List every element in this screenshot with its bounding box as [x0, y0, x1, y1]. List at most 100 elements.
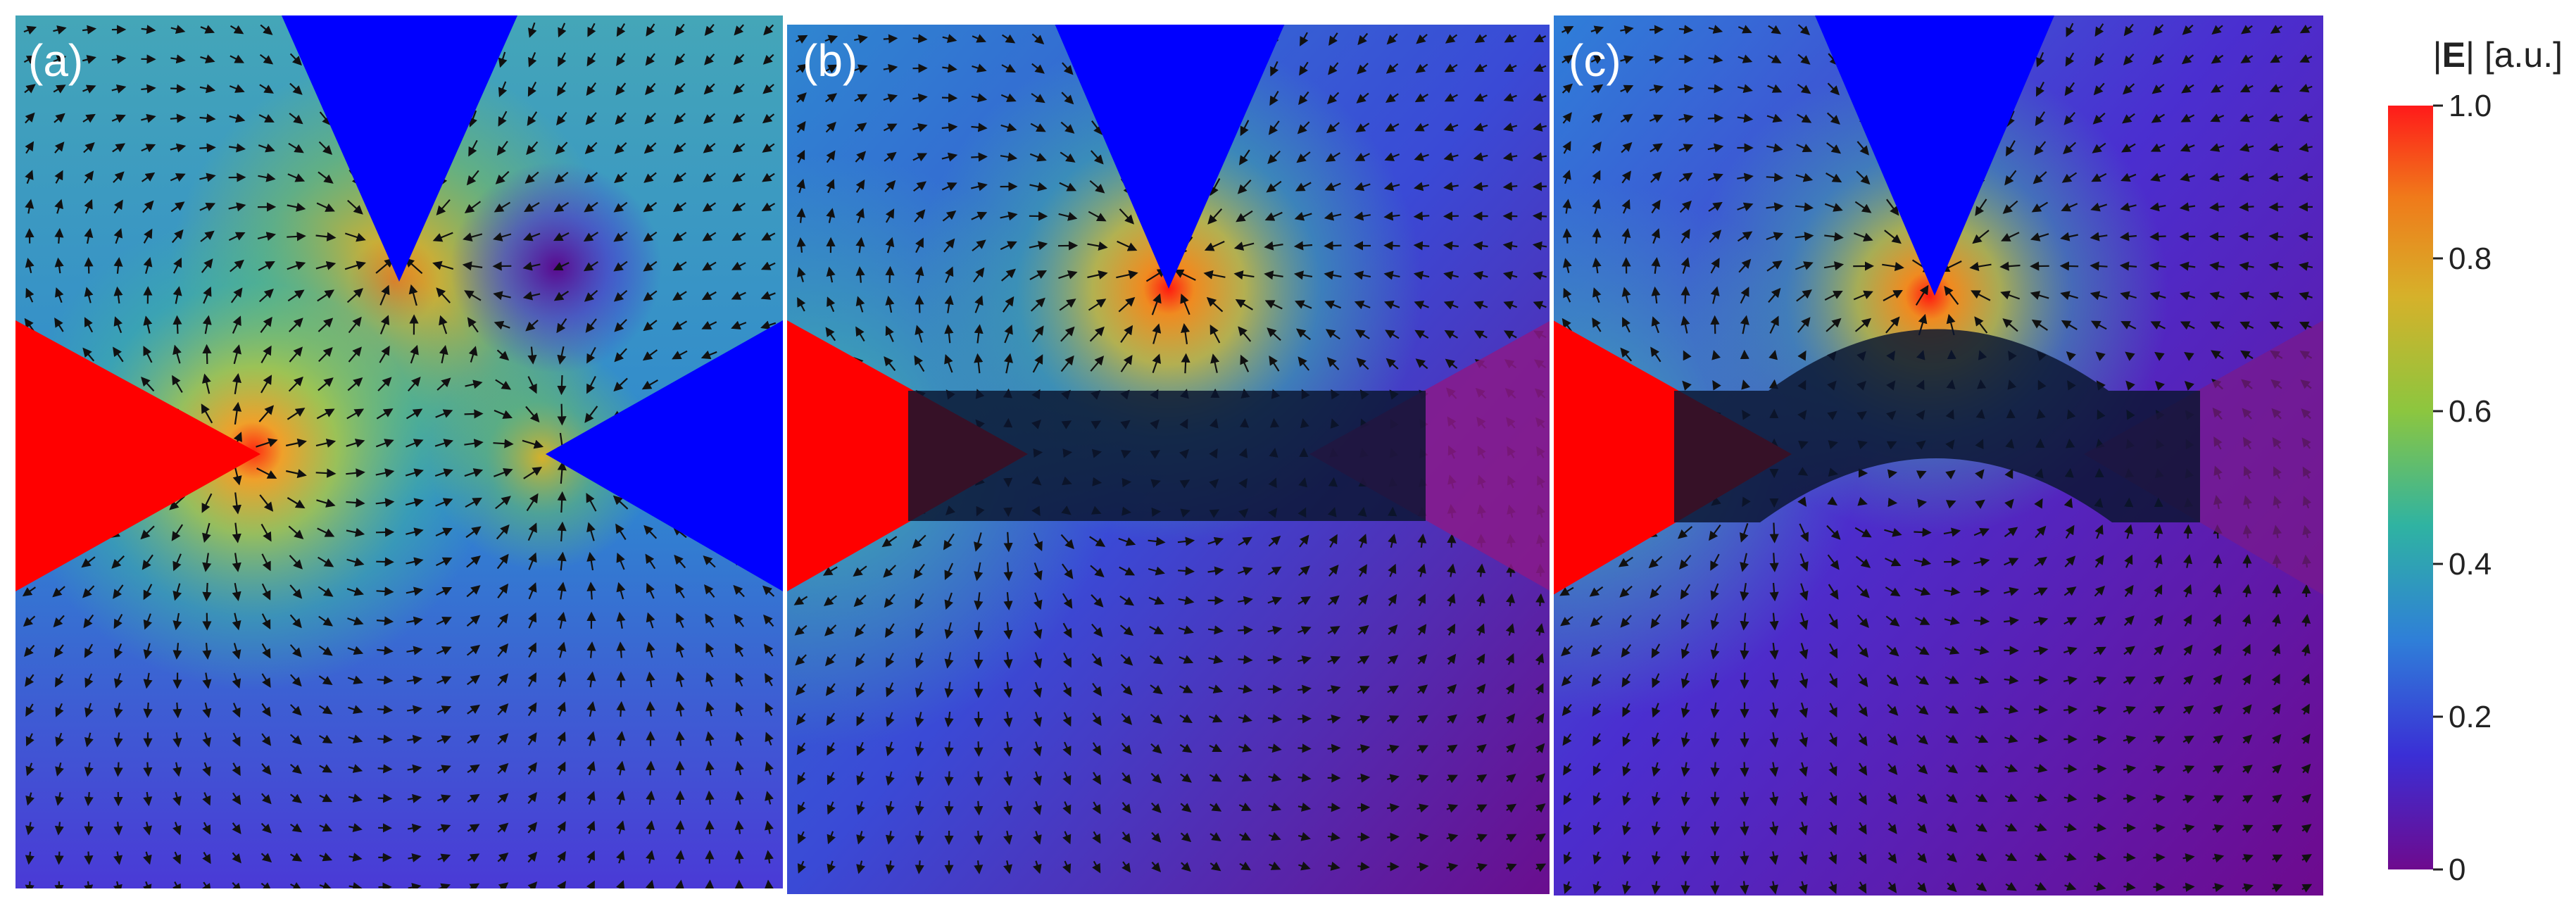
- colorbar-tick-label: 0.4: [2449, 547, 2492, 582]
- colorbar-title: |E| [a.u.]: [2433, 35, 2563, 75]
- field-arrow: [24, 84, 36, 94]
- field-arrow: [587, 23, 596, 37]
- field-arrow: [437, 794, 451, 803]
- field-arrow: [375, 527, 395, 537]
- field-arrow: [53, 615, 65, 628]
- field-arrow: [406, 646, 423, 655]
- field-arrow: [316, 498, 336, 508]
- field-arrow: [497, 613, 509, 628]
- colorbar-ticks: 1.0 0.8 0.6 0.4 0.2 0: [2433, 89, 2492, 887]
- field-arrow: [705, 760, 715, 776]
- field-arrow: [468, 139, 478, 157]
- field-arrow: [495, 379, 512, 390]
- field-arrow: [170, 201, 185, 213]
- field-arrow: [584, 201, 598, 213]
- field-arrow: [113, 762, 123, 777]
- field-arrow: [496, 553, 509, 570]
- field-arrow: [143, 791, 153, 807]
- field-arrow: [613, 231, 628, 242]
- field-arrow: [1769, 522, 1779, 544]
- field-arrow: [111, 114, 126, 123]
- field-arrow: [915, 295, 924, 313]
- field-arrow: [762, 54, 774, 65]
- field-arrow: [407, 764, 422, 774]
- field-arrow: [287, 261, 306, 270]
- field-arrow: [289, 614, 302, 629]
- field-arrow: [54, 792, 64, 806]
- field-arrow: [199, 84, 216, 94]
- field-arrow: [434, 439, 454, 448]
- field-arrow: [287, 173, 306, 182]
- field-arrow: [289, 584, 303, 599]
- field-arrow: [672, 232, 687, 242]
- field-arrow: [113, 171, 125, 183]
- field-arrow: [318, 377, 334, 391]
- field-arrow: [256, 438, 278, 448]
- field-arrow: [494, 467, 513, 477]
- field-arrow: [141, 25, 156, 34]
- field-arrow: [143, 822, 152, 836]
- field-arrow: [83, 142, 95, 153]
- field-arrow: [25, 733, 34, 747]
- field-arrow: [522, 439, 544, 449]
- field-arrow: [230, 287, 243, 303]
- field-arrow: [436, 676, 452, 685]
- field-arrow: [172, 344, 182, 364]
- field-arrow: [585, 318, 597, 333]
- field-arrow: [615, 112, 627, 125]
- field-arrow: [84, 317, 94, 333]
- field-arrow: [259, 54, 274, 65]
- field-arrow: [586, 731, 596, 746]
- field-arrow: [467, 704, 480, 715]
- field-arrow: [527, 346, 537, 365]
- field-arrow: [468, 346, 478, 363]
- field-arrow: [2182, 882, 2195, 892]
- field-arrow: [672, 350, 688, 360]
- field-arrow: [25, 141, 34, 154]
- field-arrow: [646, 671, 655, 688]
- field-arrow: [731, 261, 746, 270]
- field-arrow: [553, 201, 570, 213]
- field-arrow: [466, 585, 481, 598]
- field-arrow: [439, 315, 448, 334]
- field-arrow: [289, 644, 302, 658]
- field-arrow: [232, 315, 241, 334]
- field-arrow: [734, 820, 744, 834]
- field-arrow: [202, 702, 212, 719]
- field-arrow: [261, 643, 271, 659]
- field-arrow: [557, 731, 566, 746]
- field-arrow: [524, 202, 540, 213]
- field-arrow: [944, 800, 954, 816]
- field-arrow: [347, 199, 363, 215]
- field-arrow: [379, 315, 390, 335]
- field-arrow: [616, 790, 625, 805]
- field-arrow: [1298, 714, 1312, 724]
- field-arrow: [318, 675, 333, 686]
- field-arrow: [675, 672, 685, 687]
- field-arrow: [883, 34, 898, 44]
- field-arrow: [142, 200, 154, 213]
- field-arrow: [379, 284, 390, 306]
- field-arrow: [675, 820, 685, 834]
- field-arrow: [495, 170, 510, 184]
- field-arrow: [586, 522, 596, 541]
- field-arrow: [1562, 228, 1572, 244]
- field-arrow: [82, 585, 95, 598]
- field-arrow: [54, 644, 64, 658]
- field-arrow: [318, 705, 333, 715]
- field-arrow: [84, 703, 94, 718]
- field-arrow: [83, 614, 94, 629]
- field-arrow: [732, 113, 746, 124]
- field-arrow: [436, 617, 452, 625]
- field-arrow: [674, 554, 686, 569]
- field-arrow: [464, 468, 484, 477]
- field-arrow: [436, 705, 452, 715]
- field-arrow: [613, 260, 628, 272]
- field-arrow: [172, 375, 183, 393]
- field-arrow: [406, 675, 423, 685]
- field-arrow: [202, 792, 211, 806]
- field-arrow: [288, 142, 304, 153]
- field-arrow: [25, 703, 34, 717]
- field-arrow: [616, 582, 626, 600]
- field-arrow: [764, 643, 774, 657]
